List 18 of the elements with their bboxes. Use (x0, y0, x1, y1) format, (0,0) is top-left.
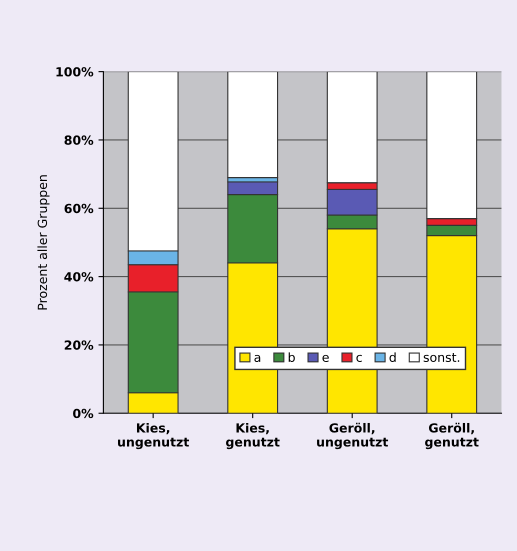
y-tick-label: 100% (56, 67, 94, 77)
legend-label: b (288, 352, 295, 362)
y-axis-title: Prozent aller Gruppen (37, 175, 50, 310)
legend-label: e (322, 354, 329, 362)
x-tick-label: Kies, genutzt (226, 422, 280, 450)
x-tick-label: Geröll, genutzt (425, 422, 479, 450)
y-tick-label: 40% (64, 272, 94, 282)
legend-label: a (254, 354, 260, 362)
y-tick-label: 0% (73, 408, 94, 418)
x-tick-label: Geröll, ungenutzt (317, 422, 388, 450)
bar (227, 72, 278, 178)
y-tick-label: 60% (64, 204, 94, 214)
legend-label: d (390, 352, 396, 362)
legend-label: sonst. (424, 353, 460, 362)
legend-label: c (356, 354, 362, 362)
y-tick-label: 20% (64, 340, 94, 350)
x-tick-label: Kies, ungenutzt (118, 422, 189, 450)
y-tick-label: 80% (64, 135, 94, 145)
